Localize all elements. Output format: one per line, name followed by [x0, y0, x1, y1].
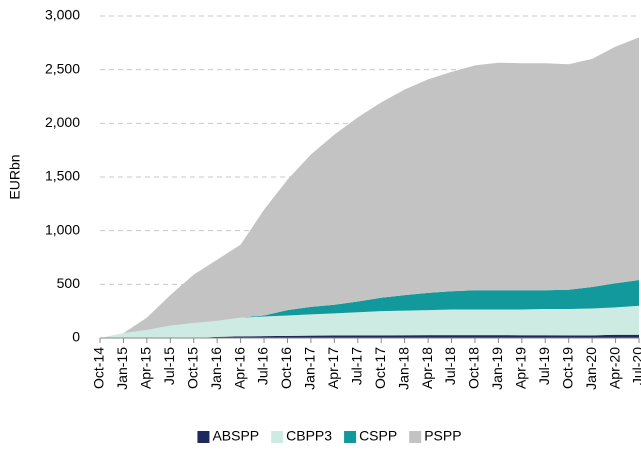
legend-swatch [344, 431, 357, 443]
legend-label: CSPP [359, 428, 397, 444]
x-tick-label: Apr-15 [138, 347, 154, 389]
legend: ABSPP CBPP3 CSPP PSPP [197, 428, 462, 444]
legend-swatch [197, 431, 210, 443]
x-tick-label: Jul-16 [255, 347, 271, 385]
x-tick-label: Oct-17 [372, 347, 388, 389]
x-tick-label: Oct-16 [278, 347, 294, 389]
x-tick-label: Jan-16 [208, 347, 224, 390]
y-tick-label: 2,500 [45, 60, 80, 76]
x-tick-label: Jul-15 [161, 347, 177, 385]
y-tick-label: 3,000 [45, 7, 80, 23]
x-tick-label: Apr-16 [231, 347, 247, 389]
legend-swatch [409, 431, 422, 443]
x-tick-label: Jul-17 [348, 347, 364, 385]
x-tick-label: Apr-17 [325, 347, 341, 389]
y-axis-title: EURbn [7, 154, 23, 199]
area [100, 37, 639, 338]
x-tick-label: Oct-15 [184, 347, 200, 389]
legend-swatch [271, 431, 284, 443]
y-tick-label: 0 [72, 329, 80, 345]
x-tick-label: Jan-18 [395, 347, 411, 390]
x-tick-label: Oct-18 [466, 347, 482, 389]
x-tick-label: Apr-19 [513, 347, 529, 389]
x-tick-label: Jan-17 [302, 347, 318, 390]
legend-label: CBPP3 [286, 428, 332, 444]
y-tick-label: 2,000 [45, 114, 80, 130]
x-tick-label: Apr-18 [419, 347, 435, 389]
x-tick-label: Jul-19 [536, 347, 552, 385]
legend-label: ABSPP [212, 428, 259, 444]
x-tick-label: Apr-20 [606, 347, 622, 389]
area [100, 280, 639, 338]
x-tick-label: Jan-19 [489, 347, 505, 390]
x-tick-label: Jan-15 [114, 347, 130, 390]
x-tick-label: Jul-18 [442, 347, 458, 385]
area [100, 305, 639, 338]
y-tick-label: 1,500 [45, 168, 80, 184]
x-tick-label: Jan-20 [583, 347, 599, 390]
y-tick-label: 1,000 [45, 221, 80, 237]
x-tick-label: Oct-14 [91, 347, 107, 389]
x-tick-label: Jul-20 [630, 347, 641, 385]
x-tick-label: Oct-19 [559, 347, 575, 389]
y-tick-label: 500 [57, 275, 81, 291]
area [100, 334, 639, 338]
legend-label: PSPP [424, 428, 461, 444]
